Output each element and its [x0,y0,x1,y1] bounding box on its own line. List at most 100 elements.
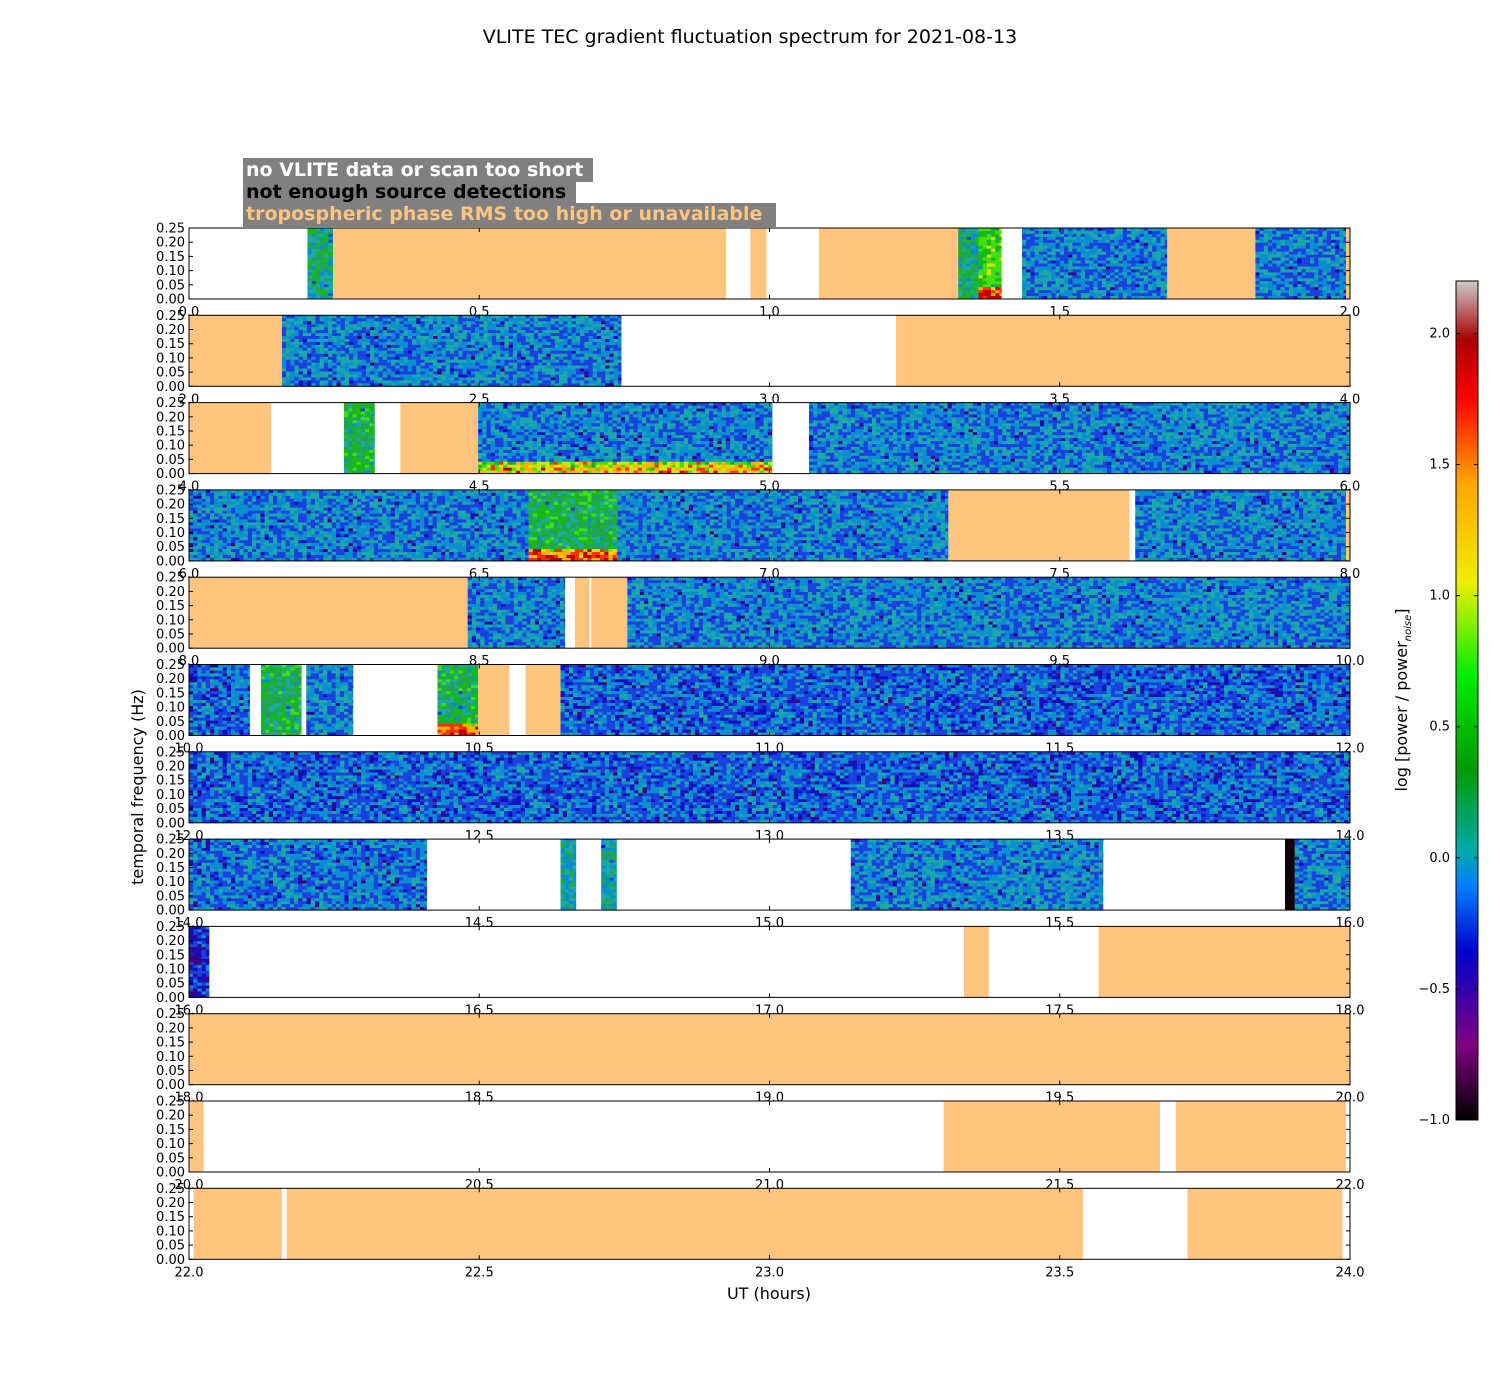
spectrum-cell [378,327,383,331]
spectrum-cell [328,344,333,349]
spectrum-cell [478,420,483,424]
spectrum-cell [499,455,504,460]
spectrum-cell [508,377,514,381]
spectrum-cell [499,449,504,454]
spectrum-cell [637,405,643,409]
spectrum-cell [587,417,592,421]
spectrum-cell [503,411,508,415]
spectrum-cell [532,446,538,451]
spectrum-cell [1314,260,1319,264]
spectrum-cell [612,446,617,451]
spectrum-cell [601,365,606,369]
spectrum-cell [1022,266,1027,270]
spectrum-cell [490,446,496,451]
spectrum-cell [412,380,417,384]
spectrum-cell [601,336,606,340]
spectrum-cell [578,411,584,415]
spectrum-cell [557,464,563,468]
spectrum-cell [412,327,417,331]
spectrum-cell [958,233,963,238]
spectrum-cell [1114,257,1119,261]
spectrum-cell [529,383,535,387]
spectrum-cell [1309,257,1315,261]
spectrum-cell [571,380,577,384]
spectrum-cell [382,341,388,346]
spectrum-cell [332,236,334,241]
spectrum-cell [599,452,605,457]
spectrum-cell [315,260,321,264]
spectrum-cell [1097,290,1103,294]
spectrum-cell [580,327,585,331]
spectrum-cell [307,341,312,346]
spectrum-cell [445,315,451,319]
spectrum-cell [999,293,1002,297]
spectrum-cell [1072,242,1077,247]
spectrum-cell [588,324,593,328]
spectrum-cell [478,446,483,451]
spectrum-cell [507,470,512,474]
spectrum-cell [1059,275,1065,279]
spectrum-cell [348,405,353,409]
spectrum-cell [391,377,396,381]
spectrum-cell [999,275,1002,279]
spectrum-cell [575,362,581,366]
spectrum-cell [487,315,493,319]
spectrum-cell [641,408,647,412]
spectrum-cell [491,321,497,325]
spectrum-cell [364,464,370,468]
spectrum-cell [1343,251,1347,255]
spectrum-cell [374,321,379,325]
spectrum-cell [416,324,421,328]
spectrum-cell [553,446,559,451]
spectrum-cell [424,365,430,369]
spectrum-cell [536,429,542,433]
spectrum-cell [617,380,622,384]
spectrum-cell [1022,260,1027,264]
spectrum-cell [995,257,1000,261]
spectrum-cell [557,417,563,421]
spectrum-cell [286,336,291,340]
spectrum-cell [617,321,622,325]
spectrum-cell [382,333,388,337]
spectrum-cell [281,356,287,360]
spectrum-cell [1038,296,1044,300]
spectrum-cell [962,242,967,247]
spectrum-cell [490,411,496,415]
spectrum-cell [995,296,1000,300]
spectrum-cell [491,377,497,381]
spectrum-cell [1335,254,1340,258]
spectrum-cell [1064,269,1069,273]
spectrum-cell [307,275,312,279]
spectrum-cell [360,411,366,415]
spectrum-cell [487,330,493,334]
spectrum-cell [470,333,476,337]
segment-tropo [896,315,1350,387]
spectrum-cell [500,347,505,352]
spectrum-cell [349,371,354,375]
spectrum-cell [365,362,371,366]
spectrum-cell [1072,293,1077,297]
spectrum-cell [370,380,375,384]
spectrum-cell [348,458,353,463]
spectrum-cell [511,435,517,439]
spectrum-cell [584,383,589,387]
y-tick-label: 0.25 [156,222,185,237]
spectrum-cell [966,245,972,250]
spectrum-cell [507,452,512,457]
spectrum-cell [550,327,556,331]
spectrum-cell [625,458,630,463]
spectrum-cell [1089,263,1094,267]
spectrum-cell [958,269,963,273]
spectrum-cell [578,405,584,409]
spectrum-cell [596,377,602,381]
spectrum-cell [1267,287,1273,291]
spectrum-cell [332,327,337,331]
spectrum-cell [542,327,547,331]
spectrum-cell [587,420,592,424]
spectrum-cell [549,438,554,442]
spectrum-cell [1164,251,1168,255]
spectrum-cell [528,435,533,439]
spectrum-cell [290,321,295,325]
spectrum-cell [532,405,538,409]
spectrum-cell [357,374,362,378]
